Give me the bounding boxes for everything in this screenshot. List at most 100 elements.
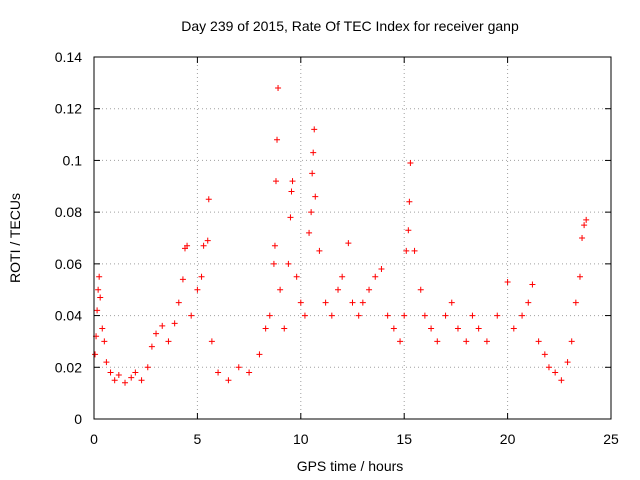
data-point — [378, 266, 385, 273]
data-point — [535, 338, 542, 345]
data-point — [316, 247, 323, 254]
data-point — [94, 307, 101, 314]
data-point — [308, 209, 315, 216]
data-point — [97, 294, 104, 301]
chart-title: Day 239 of 2015, Rate Of TEC Index for r… — [181, 18, 519, 34]
data-point — [99, 325, 106, 332]
data-point — [345, 240, 352, 247]
data-point — [138, 377, 145, 384]
data-point — [541, 351, 548, 358]
data-point — [355, 312, 362, 319]
data-point — [335, 286, 342, 293]
data-point — [107, 369, 114, 376]
data-point — [310, 149, 317, 156]
data-point — [349, 299, 356, 306]
data-point — [272, 178, 279, 185]
data-point — [215, 369, 222, 376]
data-point — [366, 286, 373, 293]
data-point — [411, 247, 418, 254]
y-tick-label: 0.12 — [55, 101, 82, 117]
data-point — [288, 188, 295, 195]
data-point — [95, 286, 102, 293]
data-point — [401, 312, 408, 319]
data-point — [159, 322, 166, 329]
data-point — [328, 312, 335, 319]
data-point — [469, 312, 476, 319]
data-point — [188, 312, 195, 319]
data-point — [579, 235, 586, 241]
x-tick-label: 15 — [396, 431, 412, 447]
data-point — [407, 160, 414, 167]
data-point — [256, 351, 263, 358]
data-point — [434, 338, 441, 345]
data-point — [96, 273, 103, 280]
data-point — [115, 372, 122, 379]
x-axis-label: GPS time / hours — [297, 458, 404, 474]
data-point — [463, 338, 470, 345]
data-point — [312, 193, 319, 200]
data-point — [297, 299, 304, 306]
data-point — [525, 299, 532, 306]
data-point — [322, 299, 329, 306]
data-point — [552, 369, 559, 376]
axis-ticks: 0 5 10 15 20 25 0 0.02 0.04 0.06 0.08 0.1 0.12 0.14 — [55, 49, 619, 447]
data-point — [165, 338, 172, 345]
data-point — [529, 281, 536, 288]
data-point — [306, 229, 313, 236]
data-point — [390, 325, 397, 332]
data-point — [421, 312, 428, 319]
data-point — [194, 286, 201, 293]
y-tick-label: 0.06 — [55, 256, 82, 272]
data-point — [270, 260, 277, 267]
data-point — [287, 214, 294, 221]
data-point — [384, 312, 391, 319]
data-point — [406, 198, 413, 205]
data-point — [504, 278, 511, 285]
y-tick-label: 0 — [74, 411, 82, 427]
data-point — [397, 338, 404, 345]
y-tick-label: 0.08 — [55, 204, 82, 220]
data-point — [274, 136, 281, 143]
data-point — [405, 227, 412, 234]
data-point — [309, 170, 316, 177]
data-point — [568, 338, 575, 345]
x-tick-label: 5 — [194, 431, 202, 447]
data-point — [275, 85, 282, 92]
data-point — [171, 320, 178, 327]
plot-frame — [93, 56, 612, 420]
data-point — [545, 364, 552, 371]
data-point — [225, 377, 232, 384]
data-point — [111, 377, 118, 384]
data-point — [277, 286, 284, 293]
data-point — [494, 312, 501, 319]
data-point — [311, 126, 318, 133]
x-tick-label: 10 — [293, 431, 309, 447]
x-tick-label: 25 — [603, 431, 619, 447]
data-point — [285, 260, 292, 267]
data-point — [122, 379, 129, 386]
data-point — [359, 299, 366, 306]
data-point — [208, 338, 215, 345]
y-tick-label: 0.02 — [55, 359, 82, 375]
data-point — [403, 247, 410, 254]
data-point — [235, 364, 242, 371]
y-axis-label: ROTI / TECUs — [7, 193, 23, 283]
data-point — [144, 364, 151, 371]
data-point — [442, 312, 449, 319]
data-point — [200, 242, 207, 249]
data-point — [558, 377, 565, 384]
data-point — [128, 374, 135, 381]
data-point — [564, 359, 571, 366]
data-point — [581, 222, 588, 229]
data-point — [205, 196, 212, 203]
data-point — [301, 312, 308, 319]
data-point — [417, 286, 424, 293]
data-points — [92, 85, 590, 386]
data-point — [262, 325, 269, 332]
data-point — [483, 338, 490, 345]
data-point — [175, 299, 182, 306]
data-point — [184, 242, 191, 249]
data-point — [132, 369, 139, 376]
data-point — [271, 242, 278, 249]
